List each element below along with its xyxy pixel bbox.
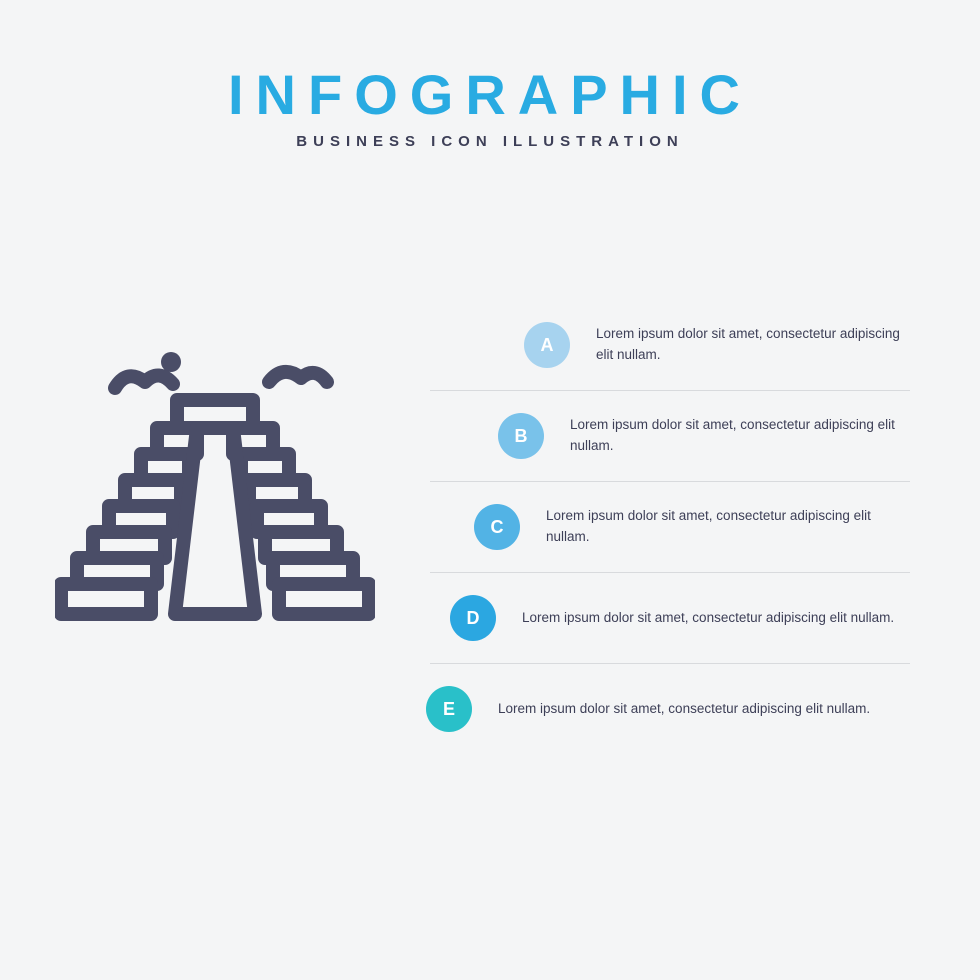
main-icon-wrap bbox=[0, 300, 430, 660]
step-badge: A bbox=[524, 322, 570, 368]
step-e: E Lorem ipsum dolor sit amet, consectetu… bbox=[430, 664, 910, 754]
step-text: Lorem ipsum dolor sit amet, consectetur … bbox=[596, 324, 910, 366]
page-title: INFOGRAPHIC bbox=[0, 62, 980, 127]
page-subtitle: BUSINESS ICON ILLUSTRATION bbox=[0, 133, 980, 150]
content: A Lorem ipsum dolor sit amet, consectetu… bbox=[0, 300, 980, 754]
step-text: Lorem ipsum dolor sit amet, consectetur … bbox=[498, 699, 870, 720]
header: INFOGRAPHIC BUSINESS ICON ILLUSTRATION bbox=[0, 0, 980, 150]
step-badge: C bbox=[474, 504, 520, 550]
step-badge: D bbox=[450, 595, 496, 641]
step-text: Lorem ipsum dolor sit amet, consectetur … bbox=[546, 506, 910, 548]
step-badge: B bbox=[498, 413, 544, 459]
pyramid-icon bbox=[55, 340, 375, 660]
step-text: Lorem ipsum dolor sit amet, consectetur … bbox=[570, 415, 910, 457]
step-badge: E bbox=[426, 686, 472, 732]
step-text: Lorem ipsum dolor sit amet, consectetur … bbox=[522, 608, 894, 629]
step-b: B Lorem ipsum dolor sit amet, consectetu… bbox=[430, 391, 910, 482]
step-d: D Lorem ipsum dolor sit amet, consectetu… bbox=[430, 573, 910, 664]
steps-list: A Lorem ipsum dolor sit amet, consectetu… bbox=[430, 300, 980, 754]
step-c: C Lorem ipsum dolor sit amet, consectetu… bbox=[430, 482, 910, 573]
step-a: A Lorem ipsum dolor sit amet, consectetu… bbox=[430, 300, 910, 391]
